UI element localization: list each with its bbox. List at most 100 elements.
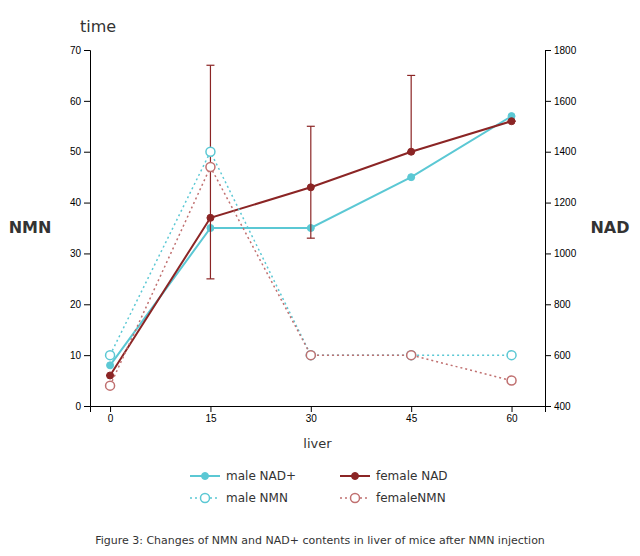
- tick-mark: [545, 304, 551, 305]
- error-cap: [307, 238, 315, 239]
- tick-label: 20: [70, 299, 82, 310]
- tick: 50: [70, 146, 90, 157]
- tick: 10: [70, 350, 90, 361]
- tick-mark: [545, 101, 551, 102]
- tick-mark: [84, 203, 90, 204]
- tick-mark: [311, 406, 312, 412]
- tick-mark: [84, 355, 90, 356]
- x-axis: 0 15 30 45 60: [91, 406, 546, 424]
- tick-mark: [84, 50, 90, 51]
- point: [106, 381, 115, 390]
- tick-label: 50: [70, 146, 82, 157]
- tick: 20: [70, 299, 90, 310]
- y2-axis: 40060080010001200140016001800: [545, 45, 577, 412]
- tick: 60: [506, 406, 518, 424]
- tick-mark: [84, 304, 90, 305]
- y2-axis-title: NAD: [590, 218, 629, 237]
- point: [207, 214, 214, 221]
- series: [107, 113, 515, 369]
- tick: 60: [70, 96, 90, 107]
- point: [507, 351, 516, 360]
- legend-item: male NMN: [190, 491, 288, 505]
- tick: 30: [70, 248, 90, 259]
- axis-line: [546, 51, 552, 407]
- point: [306, 351, 315, 360]
- legend-label: male NMN: [226, 491, 288, 505]
- error-bar: [307, 126, 315, 238]
- tick: 45: [406, 406, 418, 424]
- legend-label: femaleNMN: [376, 491, 446, 505]
- axis-line: [91, 407, 546, 413]
- point: [206, 162, 215, 171]
- error-line: [411, 75, 412, 151]
- point: [307, 184, 314, 191]
- legend-label: female NAD: [376, 469, 448, 483]
- error-cap: [206, 65, 214, 66]
- tick: 40: [70, 197, 90, 208]
- legend-marker: [202, 473, 209, 480]
- tick-label: 1600: [554, 96, 577, 107]
- tick-label: 0: [108, 413, 114, 424]
- tick-label: 60: [70, 96, 82, 107]
- tick-label: 45: [406, 413, 418, 424]
- marks: [106, 65, 516, 390]
- tick-label: 1200: [554, 197, 577, 208]
- tick: 15: [205, 406, 217, 424]
- tick: 800: [545, 299, 571, 310]
- tick-mark: [512, 406, 513, 412]
- line: [110, 121, 511, 375]
- y-axis: 0 10 20 30 40 50 60 70: [70, 45, 91, 412]
- point: [106, 351, 115, 360]
- legend-item: female NAD: [340, 469, 448, 483]
- point: [206, 147, 215, 156]
- tick: 1400: [545, 146, 577, 157]
- tick-mark: [84, 101, 90, 102]
- tick-mark: [110, 406, 111, 412]
- point: [507, 376, 516, 385]
- tick-mark: [210, 406, 211, 412]
- tick-label: 30: [306, 413, 318, 424]
- point: [107, 372, 114, 379]
- tick-mark: [411, 406, 412, 412]
- x-axis-title: liver: [303, 436, 332, 451]
- legend-marker: [352, 473, 359, 480]
- tick-label: 600: [554, 350, 571, 361]
- legend-marker: [201, 494, 210, 503]
- caption: Figure 3: Changes of NMN and NAD+ conten…: [95, 534, 545, 547]
- legend: male NAD+female NADmale NMNfemaleNMN: [190, 469, 448, 505]
- tick-label: 15: [205, 413, 217, 424]
- tick-label: 10: [70, 350, 82, 361]
- tick: 1000: [545, 248, 577, 259]
- tick-mark: [545, 50, 551, 51]
- tick: 70: [70, 45, 90, 56]
- series: [106, 162, 516, 390]
- series: [106, 147, 516, 359]
- tick-label: 800: [554, 299, 571, 310]
- tick-label: 40: [70, 197, 82, 208]
- line: [110, 167, 511, 386]
- tick: 600: [545, 350, 571, 361]
- point: [306, 351, 315, 360]
- tick-mark: [545, 406, 551, 407]
- tick-label: 1400: [554, 146, 577, 157]
- legend-marker: [351, 494, 360, 503]
- tick: 1600: [545, 96, 577, 107]
- error-cap: [307, 126, 315, 127]
- tick-label: 30: [70, 248, 82, 259]
- point: [508, 118, 515, 125]
- point: [408, 148, 415, 155]
- tick-mark: [545, 253, 551, 254]
- tick-label: 1000: [554, 248, 577, 259]
- tick-mark: [84, 406, 90, 407]
- chart: 0153045600102030405060704006008001000120…: [0, 0, 640, 556]
- tick: 0: [75, 401, 90, 412]
- error-cap: [206, 278, 214, 279]
- tick-mark: [545, 152, 551, 153]
- line: [110, 116, 511, 365]
- tick: 1200: [545, 197, 577, 208]
- tick-mark: [545, 355, 551, 356]
- tick-mark: [84, 253, 90, 254]
- point: [407, 351, 416, 360]
- tick-label: 400: [554, 401, 571, 412]
- title: time: [80, 17, 116, 36]
